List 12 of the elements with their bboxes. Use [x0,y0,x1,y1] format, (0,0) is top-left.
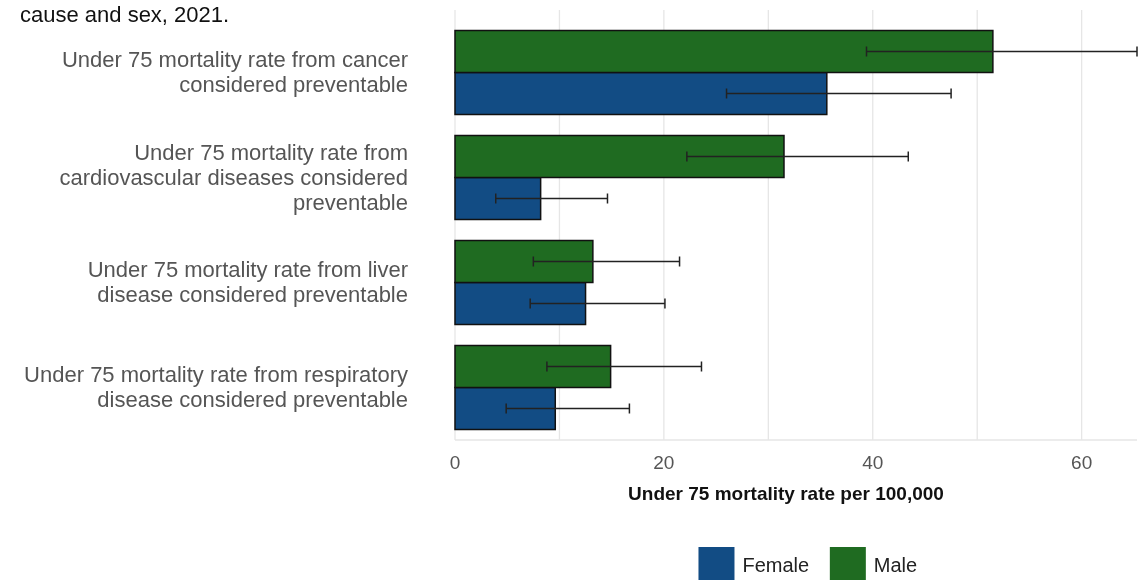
y-tick-label: Under 75 mortality rate from cancer considered preventable [61,47,408,97]
legend-label: Male [873,554,918,576]
legend-label: Female [742,554,810,576]
x-tick-label: 40 [862,452,884,473]
x-tick-label: 0 [449,452,461,473]
x-tick-label: 60 [1071,452,1093,473]
y-tick-label: Under 75 mortality rate from cardiovascular diseases considered preventable [59,139,408,215]
y-tick-label: Under 75 mortality rate from liver disease considered preventable [87,257,408,307]
x-axis-title: Under 75 mortality rate per 100,000 [628,483,944,504]
x-tick-label: 20 [653,452,675,473]
y-tick-label: Under 75 mortality rate from respiratory disease considered preventable [24,362,408,412]
text: cause and sex, 2021. [20,2,230,27]
